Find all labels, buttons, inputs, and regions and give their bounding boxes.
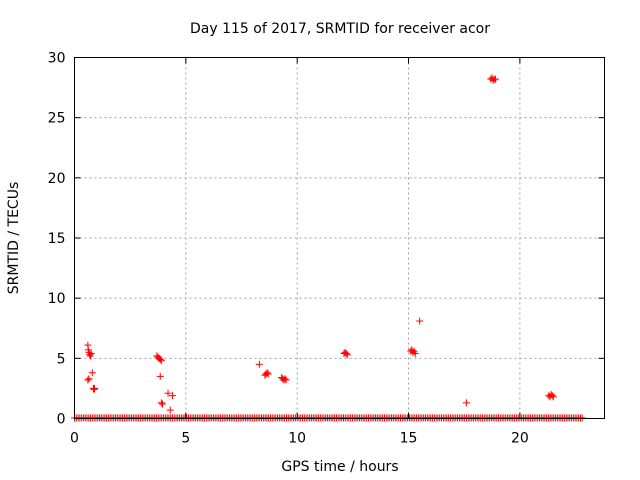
data-point [411, 350, 419, 358]
data-point [491, 75, 499, 83]
y-tick-label: 15 [48, 231, 66, 247]
x-axis-label: GPS time / hours [281, 459, 398, 475]
data-point [166, 406, 174, 414]
axis-ticks: 0 5 10 15 20 25 30 0 5 10 15 20 [48, 51, 605, 447]
data-point [462, 399, 470, 407]
data-point [156, 372, 164, 380]
x-tick-label: 15 [400, 431, 418, 447]
y-tick-label: 30 [48, 51, 66, 67]
data-point [91, 384, 99, 392]
data-points [71, 74, 586, 422]
data-point [87, 350, 95, 358]
y-tick-label: 10 [48, 291, 66, 307]
y-tick-label: 25 [48, 111, 66, 127]
data-point [281, 375, 289, 383]
y-tick-label: 20 [48, 171, 66, 187]
data-point [158, 400, 166, 408]
y-tick-label: 5 [57, 351, 66, 367]
data-point [549, 393, 557, 401]
y-axis-label: SRMTID / TECUs [6, 182, 22, 295]
x-tick-label: 20 [511, 431, 529, 447]
x-tick-label: 0 [70, 431, 79, 447]
data-point [263, 369, 271, 377]
data-point [85, 375, 93, 383]
data-point [84, 376, 92, 384]
data-point [255, 360, 263, 368]
x-tick-label: 5 [181, 431, 190, 447]
baseline-point [578, 414, 586, 422]
data-point [342, 350, 350, 358]
data-point [156, 356, 164, 364]
data-point [416, 317, 424, 325]
chart-title: Day 115 of 2017, SRMTID for receiver aco… [190, 21, 490, 37]
data-point [168, 392, 176, 400]
data-point [264, 370, 272, 378]
data-point [548, 392, 556, 400]
y-tick-label: 0 [57, 412, 66, 428]
data-point [157, 357, 165, 365]
data-point [164, 389, 172, 397]
data-point [86, 351, 94, 359]
data-point [157, 399, 165, 407]
data-point [343, 351, 351, 359]
x-tick-label: 10 [288, 431, 306, 447]
data-point [88, 369, 96, 377]
grid-lines [74, 57, 605, 419]
data-point [282, 376, 290, 384]
